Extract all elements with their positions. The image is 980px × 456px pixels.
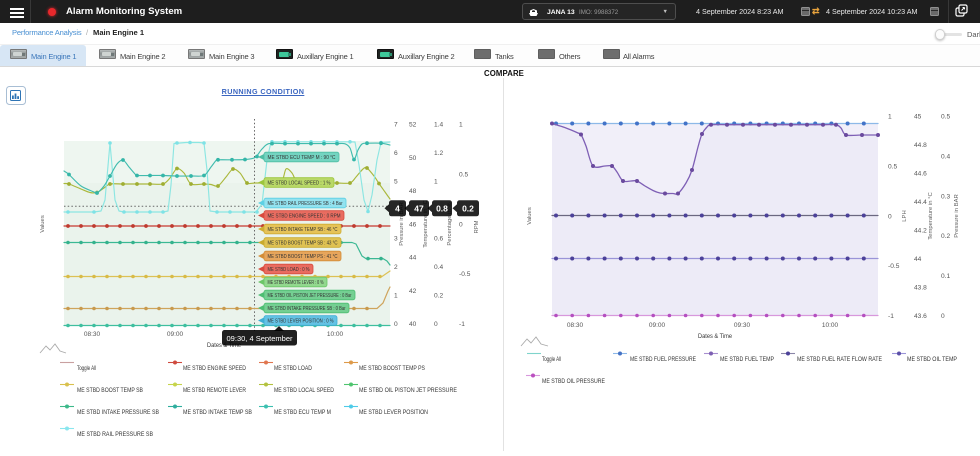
- svg-text:ME STBD BOOST TEMP PS : 41 °C: ME STBD BOOST TEMP PS : 41 °C: [268, 254, 338, 260]
- svg-text:45: 45: [914, 114, 922, 121]
- svg-text:09:00: 09:00: [167, 331, 184, 338]
- svg-text:3: 3: [394, 236, 398, 243]
- svg-text:0.5: 0.5: [941, 114, 950, 121]
- svg-text:ME STBD BOOST TEMP SB : 43 °C: ME STBD BOOST TEMP SB : 43 °C: [268, 241, 338, 247]
- svg-text:ME STBD FUEL PRESSURE: ME STBD FUEL PRESSURE: [630, 357, 696, 363]
- svg-text:ME STBD REMOTE LEVER: ME STBD REMOTE LEVER: [183, 388, 247, 394]
- svg-text:ME STBD FUEL TEMP: ME STBD FUEL TEMP: [720, 357, 774, 363]
- svg-text:Pressure in BAR: Pressure in BAR: [399, 202, 405, 246]
- svg-text:0: 0: [941, 313, 945, 320]
- svg-text:ME STBD INTAKE PRESSURE SB: ME STBD INTAKE PRESSURE SB: [77, 410, 159, 416]
- svg-text:44.8: 44.8: [914, 142, 927, 149]
- svg-text:RPM: RPM: [474, 220, 480, 233]
- svg-text:50: 50: [409, 155, 417, 162]
- svg-text:ME STBD INTAKE PRESSURE SB : 0: ME STBD INTAKE PRESSURE SB : 0 Bar: [268, 306, 346, 312]
- svg-text:LPH: LPH: [902, 210, 908, 221]
- svg-text:5: 5: [394, 179, 398, 186]
- svg-text:ME STBD OIL TEMP: ME STBD OIL TEMP: [907, 357, 957, 363]
- svg-text:1.4: 1.4: [434, 122, 443, 129]
- svg-text:4: 4: [395, 203, 400, 213]
- svg-text:0.2: 0.2: [941, 233, 950, 240]
- svg-text:ME STBD RAIL PRESSURE SB: ME STBD RAIL PRESSURE SB: [77, 432, 153, 438]
- svg-text:42: 42: [409, 288, 417, 295]
- svg-text:ME STBD INTAKE TEMP SB: ME STBD INTAKE TEMP SB: [183, 410, 252, 416]
- svg-text:ME STBD BOOST TEMP PS: ME STBD BOOST TEMP PS: [359, 366, 425, 372]
- svg-text:ME STBD LEVER POSITION: ME STBD LEVER POSITION: [359, 410, 428, 416]
- svg-text:-1: -1: [888, 313, 894, 320]
- svg-text:1: 1: [434, 179, 438, 186]
- svg-text:09:30, 4 September: 09:30, 4 September: [227, 334, 293, 343]
- svg-text:44.6: 44.6: [914, 171, 927, 178]
- svg-text:ME STBD LOCAL SPEED : 1 %: ME STBD LOCAL SPEED : 1 %: [268, 181, 331, 187]
- svg-text:ME STBD ENGINE SPEED: ME STBD ENGINE SPEED: [183, 366, 247, 372]
- svg-text:48: 48: [409, 188, 417, 195]
- svg-text:ME STBD OIL PRESSURE: ME STBD OIL PRESSURE: [542, 379, 605, 385]
- svg-text:ME STBD ENGINE SPEED : 0 RPM: ME STBD ENGINE SPEED : 0 RPM: [268, 214, 341, 220]
- svg-text:ME STBD LEVER POSITION : 0 %: ME STBD LEVER POSITION : 0 %: [268, 319, 334, 325]
- svg-text:47: 47: [414, 203, 424, 213]
- svg-text:0.5: 0.5: [459, 172, 468, 179]
- svg-text:1: 1: [888, 114, 892, 121]
- svg-text:0: 0: [394, 321, 398, 328]
- svg-text:ME STBD ECU TEMP M : 90 °C: ME STBD ECU TEMP M : 90 °C: [268, 155, 336, 161]
- svg-text:0.1: 0.1: [941, 273, 950, 280]
- svg-text:1: 1: [394, 293, 398, 300]
- svg-text:46: 46: [409, 221, 417, 228]
- svg-text:0.5: 0.5: [888, 163, 897, 170]
- svg-text:Pressure in BAR: Pressure in BAR: [954, 194, 960, 238]
- svg-text:-1: -1: [459, 321, 465, 328]
- svg-text:09:00: 09:00: [649, 322, 666, 329]
- svg-text:40: 40: [409, 321, 417, 328]
- svg-text:2: 2: [394, 264, 398, 271]
- svg-text:-0.5: -0.5: [888, 263, 900, 270]
- svg-text:Temperature in °C: Temperature in °C: [423, 199, 429, 247]
- svg-text:Percentage in %: Percentage in %: [447, 202, 453, 246]
- svg-text:Values: Values: [527, 207, 533, 225]
- svg-text:ME STBD LOAD: ME STBD LOAD: [274, 366, 313, 372]
- svg-text:0: 0: [888, 213, 892, 220]
- svg-text:0: 0: [459, 222, 463, 229]
- svg-text:Dates & Time: Dates & Time: [207, 342, 241, 349]
- svg-text:44: 44: [914, 256, 922, 263]
- svg-text:44.4: 44.4: [914, 199, 927, 206]
- svg-text:ME STBD BOOST TEMP SB: ME STBD BOOST TEMP SB: [77, 388, 143, 394]
- svg-text:7: 7: [394, 122, 398, 129]
- svg-text:0.2: 0.2: [434, 293, 443, 300]
- svg-text:44: 44: [409, 255, 417, 262]
- svg-text:44.2: 44.2: [914, 228, 927, 235]
- svg-text:ME STBD OIL PISTON JET PRESSUR: ME STBD OIL PISTON JET PRESSURE : 0 Bar: [268, 293, 352, 299]
- svg-text:09:30: 09:30: [734, 322, 751, 329]
- svg-text:Dates & Time: Dates & Time: [698, 333, 732, 340]
- svg-text:43.6: 43.6: [914, 313, 927, 320]
- svg-text:10:00: 10:00: [327, 331, 344, 338]
- svg-text:1.2: 1.2: [434, 150, 443, 157]
- svg-text:43.8: 43.8: [914, 285, 927, 292]
- svg-text:Values: Values: [40, 215, 46, 233]
- svg-text:ME STBD OIL PISTON JET PRESSUR: ME STBD OIL PISTON JET PRESSURE: [359, 388, 457, 394]
- svg-text:ME STBD FUEL RATE FLOW RATE: ME STBD FUEL RATE FLOW RATE: [797, 357, 882, 363]
- svg-text:Toggle All: Toggle All: [77, 366, 96, 372]
- svg-text:0.2: 0.2: [462, 203, 474, 213]
- svg-text:08:30: 08:30: [567, 322, 584, 329]
- svg-text:08:30: 08:30: [84, 331, 101, 338]
- svg-text:0.4: 0.4: [941, 153, 950, 160]
- svg-text:0.6: 0.6: [434, 236, 443, 243]
- svg-text:ME STBD ECU TEMP M: ME STBD ECU TEMP M: [274, 410, 331, 416]
- svg-text:10:00: 10:00: [822, 322, 839, 329]
- svg-text:ME STBD REMOTE LEVER : 0 %: ME STBD REMOTE LEVER : 0 %: [268, 280, 324, 286]
- svg-text:0.3: 0.3: [941, 193, 950, 200]
- svg-text:0.4: 0.4: [434, 264, 443, 271]
- svg-text:ME STBD RAIL PRESSURE SB : 4 B: ME STBD RAIL PRESSURE SB : 4 Bar: [268, 201, 343, 207]
- svg-text:0.8: 0.8: [436, 203, 448, 213]
- svg-text:52: 52: [409, 122, 417, 129]
- svg-text:1: 1: [459, 122, 463, 129]
- svg-text:Toggle All: Toggle All: [542, 357, 561, 363]
- svg-text:ME STBD INTAKE TEMP SB : 46 °C: ME STBD INTAKE TEMP SB : 46 °C: [268, 227, 338, 233]
- svg-text:-0.5: -0.5: [459, 271, 471, 278]
- svg-text:0: 0: [434, 321, 438, 328]
- svg-text:Temperature in °C: Temperature in °C: [928, 191, 934, 239]
- svg-text:ME STBD LOCAL SPEED: ME STBD LOCAL SPEED: [274, 388, 335, 394]
- svg-text:6: 6: [394, 150, 398, 157]
- svg-text:ME STBD LOAD : 0 %: ME STBD LOAD : 0 %: [268, 267, 310, 273]
